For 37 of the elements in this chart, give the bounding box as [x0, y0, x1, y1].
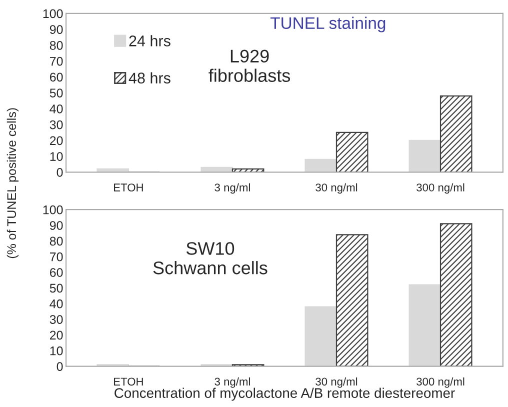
legend-label: 24 hrs — [129, 35, 170, 46]
annotation: L929 fibroblasts — [208, 50, 290, 82]
x-tick-label: ETOH — [114, 184, 143, 192]
y-tick-label: 70 — [50, 252, 63, 262]
x-tick-label: 30 ng/ml — [316, 377, 358, 388]
y-tick-label: 0 — [56, 362, 63, 371]
y-tick-label: 100 — [43, 205, 63, 214]
annotation: SW10 Schwann cells — [153, 242, 268, 274]
x-tick-label: 3 ng/ml — [214, 183, 250, 194]
y-tick-label: 20 — [50, 330, 63, 340]
y-tick-label: 0 — [56, 168, 63, 177]
y-tick-label: 20 — [50, 136, 63, 146]
y-axis-title: (% of TUNEL positive cells) — [6, 108, 19, 258]
chart-title: TUNEL staining — [270, 16, 386, 32]
y-tick-label: 40 — [50, 299, 63, 308]
y-tick-label: 30 — [50, 315, 63, 324]
x-tick-label: 3 ng/ml — [214, 377, 250, 388]
y-tick-label: 50 — [50, 284, 63, 293]
y-tick-label: 80 — [50, 236, 63, 246]
y-tick-label: 40 — [50, 104, 63, 114]
y-tick-label: 60 — [50, 72, 63, 82]
y-tick-label: 30 — [50, 120, 63, 130]
y-tick-label: 10 — [50, 346, 63, 356]
x-axis-title: Concentration of mycolactone A/B remote diestereomer — [114, 388, 455, 401]
y-tick-label: 10 — [50, 152, 63, 161]
x-tick-label: ETOH — [114, 378, 143, 386]
y-tick-label: 70 — [50, 56, 63, 66]
y-tick-label: 90 — [50, 221, 63, 230]
x-tick-label: 300 ng/ml — [416, 377, 464, 388]
x-tick-label: 300 ng/ml — [416, 183, 464, 194]
y-tick-label: 60 — [50, 268, 63, 277]
y-tick-label: 90 — [50, 25, 63, 34]
x-tick-label: 30 ng/ml — [316, 183, 358, 194]
y-tick-label: 50 — [50, 88, 63, 98]
y-tick-label: 80 — [50, 40, 63, 50]
legend-label: 48 hrs — [128, 72, 170, 84]
y-tick-label: 100 — [43, 9, 63, 18]
